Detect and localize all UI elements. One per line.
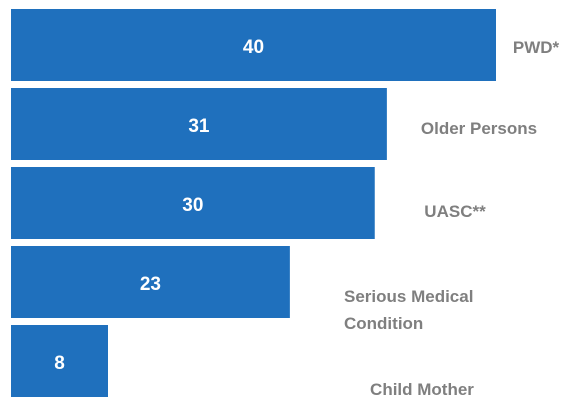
value-labels-group: 40 31 30 23 8	[54, 37, 264, 374]
bar	[11, 88, 387, 160]
category-label: Older Persons	[421, 119, 537, 138]
category-label: Child Mother	[370, 380, 474, 399]
bar-value-label: 8	[54, 353, 65, 374]
bar-value-label: 40	[243, 37, 264, 58]
category-label: Serious Medical Condition	[344, 287, 473, 333]
bar	[11, 246, 290, 318]
category-label: PWD*	[513, 38, 560, 57]
category-labels-group: PWD* Older Persons UASC** Serious Medical Co…	[344, 38, 560, 399]
bar-value-label: 31	[188, 116, 210, 137]
bar-value-label: 23	[140, 274, 161, 295]
bar	[11, 9, 496, 81]
category-label: UASC**	[424, 202, 486, 221]
bar	[11, 325, 108, 397]
bar-value-label: 30	[182, 195, 203, 216]
bars-group	[11, 9, 496, 397]
bar	[11, 167, 375, 239]
